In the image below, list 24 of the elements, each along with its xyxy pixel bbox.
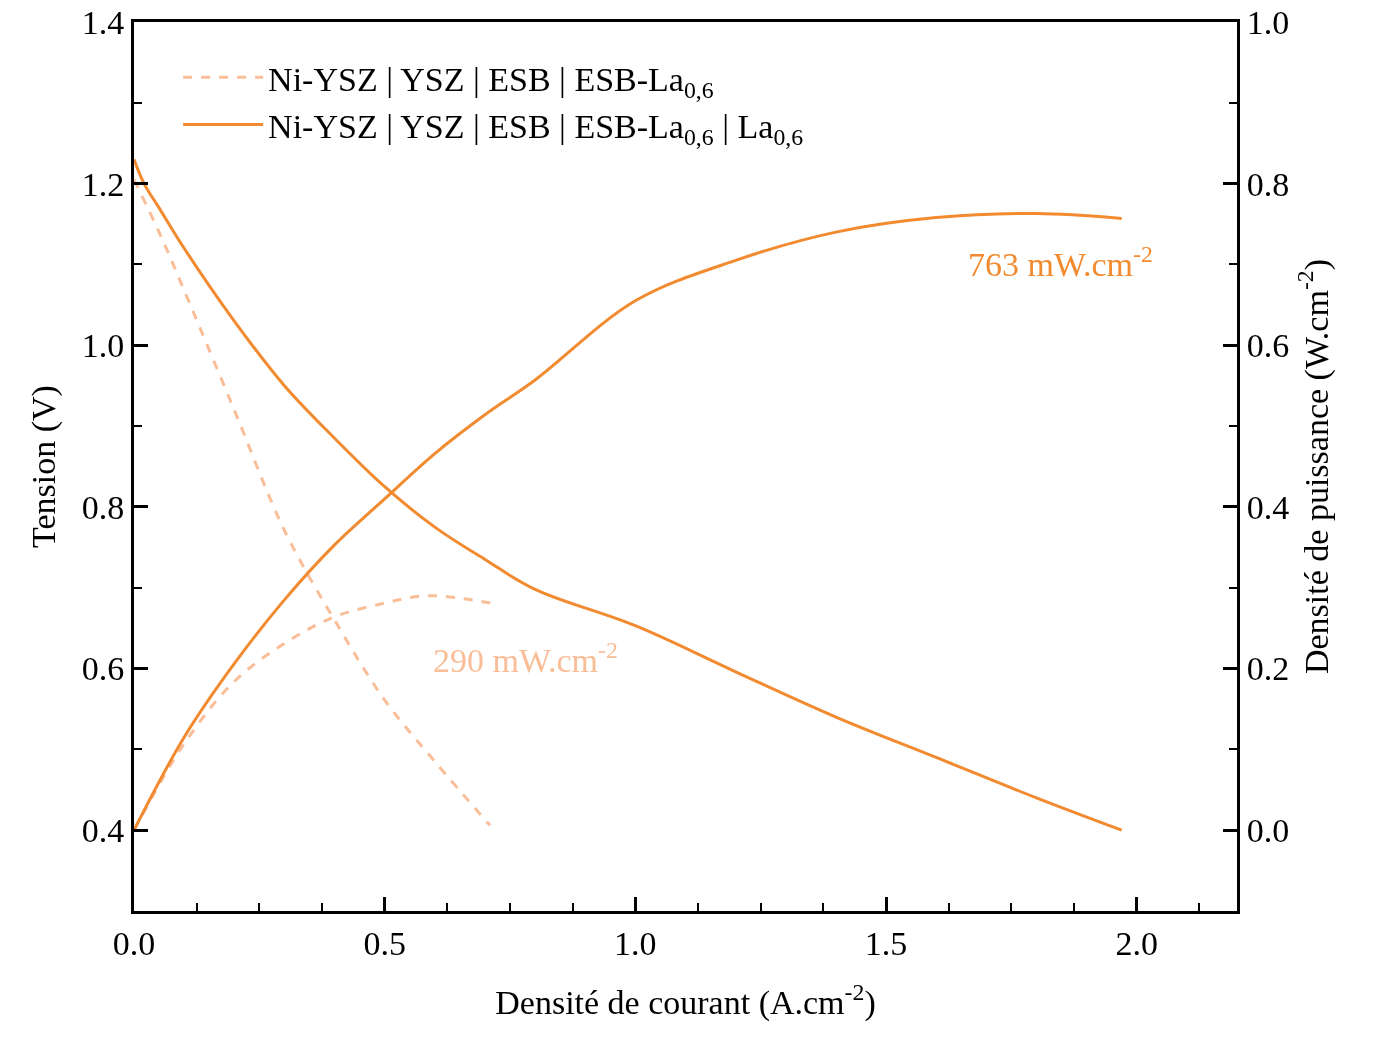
line-series: [134, 178, 492, 827]
y-tick-label: 1.2: [81, 165, 125, 203]
y2-tick-label: 0.0: [1246, 812, 1290, 850]
x-axis-title: Densité de courant (A.cm$^{-2}$): [495, 978, 876, 1023]
y-tick-label: 1.4: [81, 3, 125, 41]
y-tick-label: 0.8: [81, 488, 125, 526]
y2-tick-label: 0.8: [1246, 165, 1290, 203]
y-tick-label: 1.0: [81, 327, 125, 365]
y-tick-label: 0.4: [81, 812, 125, 850]
y2-tick-label: 1.0: [1246, 3, 1290, 41]
x-tick-label: 0.0: [112, 924, 156, 962]
y-axis-title: Tension (V): [25, 385, 64, 548]
y2-tick-label: 0.4: [1246, 488, 1290, 526]
x-tick-label: 2.0: [1115, 924, 1158, 962]
annotation: 290 mW.cm$^{-2}$: [433, 637, 618, 680]
y-tick-label: 0.6: [81, 650, 125, 688]
x-tick-label: 0.5: [363, 924, 406, 962]
x-tick-label: 1.5: [864, 924, 908, 962]
legend-label: Ni-YSZ | YSZ | ESB | ESB-La$_{0,6}$ | La$_{0,6}$: [268, 107, 804, 150]
x-tick-label: 1.0: [614, 924, 657, 962]
y2-tick-label: 0.2: [1246, 650, 1290, 688]
annotation: 763 mW.cm$^{-2}$: [968, 241, 1153, 284]
legend-label: Ni-YSZ | YSZ | ESB | ESB-La$_{0,6}$: [268, 60, 714, 103]
y2-tick-label: 0.6: [1246, 327, 1290, 365]
